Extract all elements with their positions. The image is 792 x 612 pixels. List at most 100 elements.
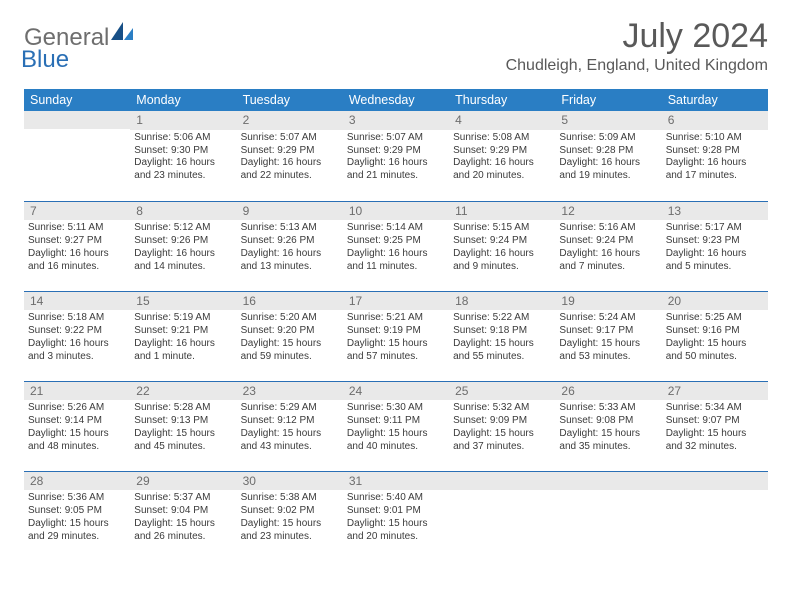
sunrise-line: Sunrise: 5:08 AM <box>453 132 551 145</box>
sunset-line: Sunset: 9:20 PM <box>241 325 339 338</box>
day-cell: 10Sunrise: 5:14 AMSunset: 9:25 PMDayligh… <box>343 201 449 291</box>
daylight-line: Daylight: 15 hours and 26 minutes. <box>134 518 232 544</box>
sunrise-line: Sunrise: 5:11 AM <box>28 222 126 235</box>
day-of-week-row: Sunday Monday Tuesday Wednesday Thursday… <box>24 89 768 111</box>
sunrise-line: Sunrise: 5:34 AM <box>666 402 764 415</box>
day-cell: 19Sunrise: 5:24 AMSunset: 9:17 PMDayligh… <box>555 291 661 381</box>
daylight-line: Daylight: 16 hours and 1 minute. <box>134 338 232 364</box>
sunset-line: Sunset: 9:12 PM <box>241 415 339 428</box>
day-cell: 16Sunrise: 5:20 AMSunset: 9:20 PMDayligh… <box>237 291 343 381</box>
day-number: 28 <box>24 472 130 490</box>
day-details: Sunrise: 5:12 AMSunset: 9:26 PMDaylight:… <box>130 220 236 277</box>
daylight-line: Daylight: 15 hours and 59 minutes. <box>241 338 339 364</box>
day-details: Sunrise: 5:07 AMSunset: 9:29 PMDaylight:… <box>237 130 343 187</box>
daylight-line: Daylight: 16 hours and 11 minutes. <box>347 248 445 274</box>
sunset-line: Sunset: 9:27 PM <box>28 235 126 248</box>
dow-friday: Friday <box>555 89 661 111</box>
day-details: Sunrise: 5:25 AMSunset: 9:16 PMDaylight:… <box>662 310 768 367</box>
sunset-line: Sunset: 9:08 PM <box>559 415 657 428</box>
daylight-line: Daylight: 15 hours and 57 minutes. <box>347 338 445 364</box>
daylight-line: Daylight: 15 hours and 35 minutes. <box>559 428 657 454</box>
daylight-line: Daylight: 16 hours and 20 minutes. <box>453 157 551 183</box>
day-number: 11 <box>449 202 555 220</box>
day-cell: 28Sunrise: 5:36 AMSunset: 9:05 PMDayligh… <box>24 471 130 561</box>
logo-text-blue: Blue <box>21 46 69 73</box>
day-details: Sunrise: 5:13 AMSunset: 9:26 PMDaylight:… <box>237 220 343 277</box>
empty-cell <box>24 111 130 201</box>
sunrise-line: Sunrise: 5:15 AM <box>453 222 551 235</box>
day-number: 27 <box>662 382 768 400</box>
day-details: Sunrise: 5:17 AMSunset: 9:23 PMDaylight:… <box>662 220 768 277</box>
day-cell: 27Sunrise: 5:34 AMSunset: 9:07 PMDayligh… <box>662 381 768 471</box>
day-cell: 11 Sunrise: 5:15 AMSunset: 9:24 PMDayligh… <box>449 201 555 291</box>
day-cell: 24Sunrise: 5:30 AMSunset: 9:11 PMDayligh… <box>343 381 449 471</box>
daylight-line: Daylight: 15 hours and 48 minutes. <box>28 428 126 454</box>
daylight-line: Daylight: 16 hours and 9 minutes. <box>453 248 551 274</box>
day-details: Sunrise: 5:36 AMSunset: 9:05 PMDaylight:… <box>24 490 130 547</box>
daylight-line: Daylight: 15 hours and 50 minutes. <box>666 338 764 364</box>
empty-cell <box>555 471 661 561</box>
daylight-line: Daylight: 15 hours and 29 minutes. <box>28 518 126 544</box>
day-cell: 14Sunrise: 5:18 AMSunset: 9:22 PMDayligh… <box>24 291 130 381</box>
sunrise-line: Sunrise: 5:06 AM <box>134 132 232 145</box>
sunrise-line: Sunrise: 5:28 AM <box>134 402 232 415</box>
daylight-line: Daylight: 15 hours and 40 minutes. <box>347 428 445 454</box>
sunrise-line: Sunrise: 5:14 AM <box>347 222 445 235</box>
sunset-line: Sunset: 9:24 PM <box>453 235 551 248</box>
daylight-line: Daylight: 16 hours and 17 minutes. <box>666 157 764 183</box>
sunset-line: Sunset: 9:05 PM <box>28 505 126 518</box>
sunset-line: Sunset: 9:21 PM <box>134 325 232 338</box>
day-details: Sunrise: 5:18 AMSunset: 9:22 PMDaylight:… <box>24 310 130 367</box>
sunrise-line: Sunrise: 5:07 AM <box>241 132 339 145</box>
sunset-line: Sunset: 9:13 PM <box>134 415 232 428</box>
sunrise-line: Sunrise: 5:24 AM <box>559 312 657 325</box>
sunrise-line: Sunrise: 5:40 AM <box>347 492 445 505</box>
calendar-table: Sunday Monday Tuesday Wednesday Thursday… <box>24 89 768 561</box>
sunrise-line: Sunrise: 5:25 AM <box>666 312 764 325</box>
day-cell: 29Sunrise: 5:37 AMSunset: 9:04 PMDayligh… <box>130 471 236 561</box>
sunset-line: Sunset: 9:22 PM <box>28 325 126 338</box>
header: General July 2024 Chudleigh, England, Un… <box>24 18 768 75</box>
empty-daynum-bar <box>662 472 768 490</box>
sunrise-line: Sunrise: 5:17 AM <box>666 222 764 235</box>
sunrise-line: Sunrise: 5:12 AM <box>134 222 232 235</box>
sunrise-line: Sunrise: 5:16 AM <box>559 222 657 235</box>
sunset-line: Sunset: 9:01 PM <box>347 505 445 518</box>
sunset-line: Sunset: 9:04 PM <box>134 505 232 518</box>
sunset-line: Sunset: 9:25 PM <box>347 235 445 248</box>
day-details: Sunrise: 5:16 AMSunset: 9:24 PMDaylight:… <box>555 220 661 277</box>
day-details: Sunrise: 5:19 AMSunset: 9:21 PMDaylight:… <box>130 310 236 367</box>
location-text: Chudleigh, England, United Kingdom <box>506 57 768 75</box>
day-cell: 22Sunrise: 5:28 AMSunset: 9:13 PMDayligh… <box>130 381 236 471</box>
sunrise-line: Sunrise: 5:07 AM <box>347 132 445 145</box>
day-cell: 17Sunrise: 5:21 AMSunset: 9:19 PMDayligh… <box>343 291 449 381</box>
day-cell: 12Sunrise: 5:16 AMSunset: 9:24 PMDayligh… <box>555 201 661 291</box>
title-block: July 2024 Chudleigh, England, United Kin… <box>506 18 768 75</box>
day-cell: 30Sunrise: 5:38 AMSunset: 9:02 PMDayligh… <box>237 471 343 561</box>
empty-daynum-bar <box>449 472 555 490</box>
day-details: Sunrise: 5:14 AMSunset: 9:25 PMDaylight:… <box>343 220 449 277</box>
daylight-line: Daylight: 15 hours and 32 minutes. <box>666 428 764 454</box>
sunrise-line: Sunrise: 5:19 AM <box>134 312 232 325</box>
dow-sunday: Sunday <box>24 89 130 111</box>
daylight-line: Daylight: 16 hours and 16 minutes. <box>28 248 126 274</box>
day-details: Sunrise: 5:21 AMSunset: 9:19 PMDaylight:… <box>343 310 449 367</box>
day-cell: 13Sunrise: 5:17 AMSunset: 9:23 PMDayligh… <box>662 201 768 291</box>
sunrise-line: Sunrise: 5:26 AM <box>28 402 126 415</box>
day-number: 6 <box>662 111 768 129</box>
day-details: Sunrise: 5:33 AMSunset: 9:08 PMDaylight:… <box>555 400 661 457</box>
sunrise-line: Sunrise: 5:38 AM <box>241 492 339 505</box>
day-number: 26 <box>555 382 661 400</box>
sunrise-line: Sunrise: 5:32 AM <box>453 402 551 415</box>
sunset-line: Sunset: 9:23 PM <box>666 235 764 248</box>
sunrise-line: Sunrise: 5:33 AM <box>559 402 657 415</box>
daylight-line: Daylight: 16 hours and 14 minutes. <box>134 248 232 274</box>
day-cell: 31Sunrise: 5:40 AMSunset: 9:01 PMDayligh… <box>343 471 449 561</box>
sunset-line: Sunset: 9:30 PM <box>134 145 232 158</box>
week-row: 1Sunrise: 5:06 AMSunset: 9:30 PMDaylight… <box>24 111 768 201</box>
sunrise-line: Sunrise: 5:13 AM <box>241 222 339 235</box>
sunset-line: Sunset: 9:02 PM <box>241 505 339 518</box>
dow-wednesday: Wednesday <box>343 89 449 111</box>
day-number: 8 <box>130 202 236 220</box>
dow-monday: Monday <box>130 89 236 111</box>
